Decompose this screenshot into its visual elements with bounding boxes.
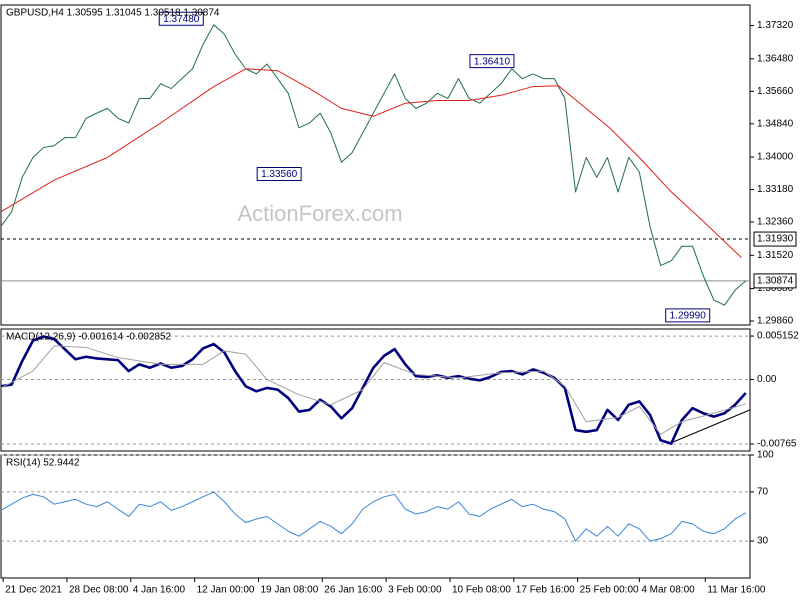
annotation-box — [469, 54, 515, 69]
panel-title: MACD(12,26,9) -0.001614 -0.002852 — [6, 332, 172, 343]
panel-frame — [0, 4, 751, 326]
series-line — [0, 68, 742, 259]
annotation-label: 1.36410 — [474, 56, 511, 67]
x-tick-label: 4 Mar 08:00 — [641, 585, 695, 596]
annotation-box — [665, 308, 711, 323]
level-label: 1.30874 — [757, 276, 794, 287]
x-tick-label: 17 Feb 16:00 — [516, 585, 575, 596]
y-tick-label: 1.30680 — [757, 283, 794, 294]
x-tick-label: 10 Feb 08:00 — [452, 585, 511, 596]
watermark: ActionForex.com — [237, 201, 402, 226]
y-tick-label: -0.00765 — [757, 439, 797, 450]
panel-frame — [0, 454, 751, 579]
series-line — [0, 24, 747, 306]
annotation-box — [256, 167, 302, 182]
y-tick-label: 70 — [757, 487, 769, 498]
y-tick-label: 0.005152 — [757, 331, 799, 342]
x-tick-label: 19 Jan 08:00 — [260, 585, 318, 596]
y-tick-label: 100 — [757, 450, 774, 461]
y-tick-label: 30 — [757, 536, 769, 547]
y-tick-label: 1.35660 — [757, 86, 794, 97]
panel-title: GBPUSD,H4 1.30595 1.31045 1.30518 1.3087… — [6, 8, 220, 19]
series-line — [0, 345, 746, 435]
x-tick-label: 3 Feb 00:00 — [388, 585, 442, 596]
x-tick-label: 25 Feb 00:00 — [580, 585, 639, 596]
level-label-box — [753, 231, 797, 247]
y-tick-label: 1.29860 — [757, 316, 794, 327]
y-tick-label: 0.00 — [757, 374, 777, 385]
annotation-label: 1.29990 — [670, 311, 707, 322]
panel-title: RSI(14) 52.9442 — [6, 458, 80, 469]
annotation-label: 1.33560 — [261, 169, 298, 180]
y-tick-label: 1.34000 — [757, 152, 794, 163]
y-tick-label: 1.36480 — [757, 54, 794, 65]
annotation-label: 1.37480 — [163, 14, 200, 25]
level-label: 1.31930 — [757, 234, 794, 245]
y-tick-label: 1.37320 — [757, 20, 794, 31]
x-tick-label: 4 Jan 16:00 — [133, 585, 186, 596]
series-line — [0, 335, 747, 445]
x-tick-label: 21 Dec 2021 — [5, 585, 62, 596]
series-line — [0, 491, 746, 542]
x-tick-label: 28 Dec 08:00 — [69, 585, 129, 596]
trendline — [673, 409, 751, 443]
y-tick-label: 1.34840 — [757, 118, 794, 129]
x-tick-label: 11 Mar 16:00 — [707, 585, 766, 596]
annotation-box — [158, 11, 204, 26]
y-tick-label: 1.31520 — [757, 250, 794, 261]
level-label-box — [753, 273, 797, 289]
y-tick-label: 1.33180 — [757, 184, 794, 195]
panel-frame — [0, 328, 751, 452]
y-tick-label: 1.32360 — [757, 217, 794, 228]
x-tick-label: 12 Jan 00:00 — [197, 585, 255, 596]
x-tick-label: 26 Jan 16:00 — [324, 585, 382, 596]
